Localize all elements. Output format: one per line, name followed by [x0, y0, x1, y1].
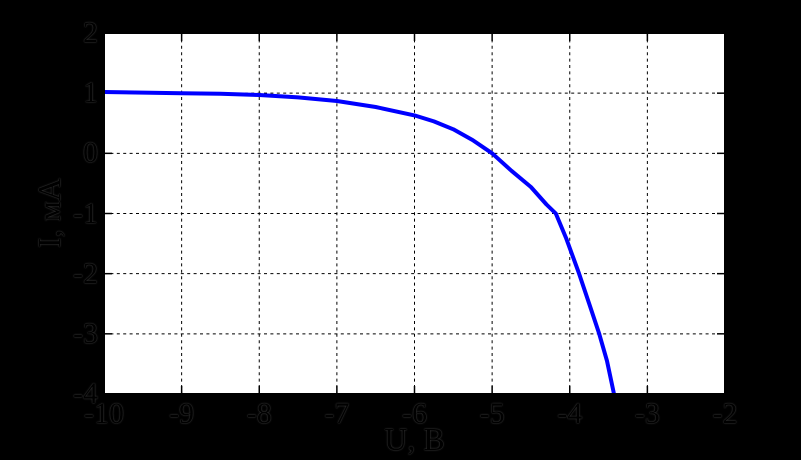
axes-border [103, 32, 726, 395]
data-curve [103, 90, 616, 395]
